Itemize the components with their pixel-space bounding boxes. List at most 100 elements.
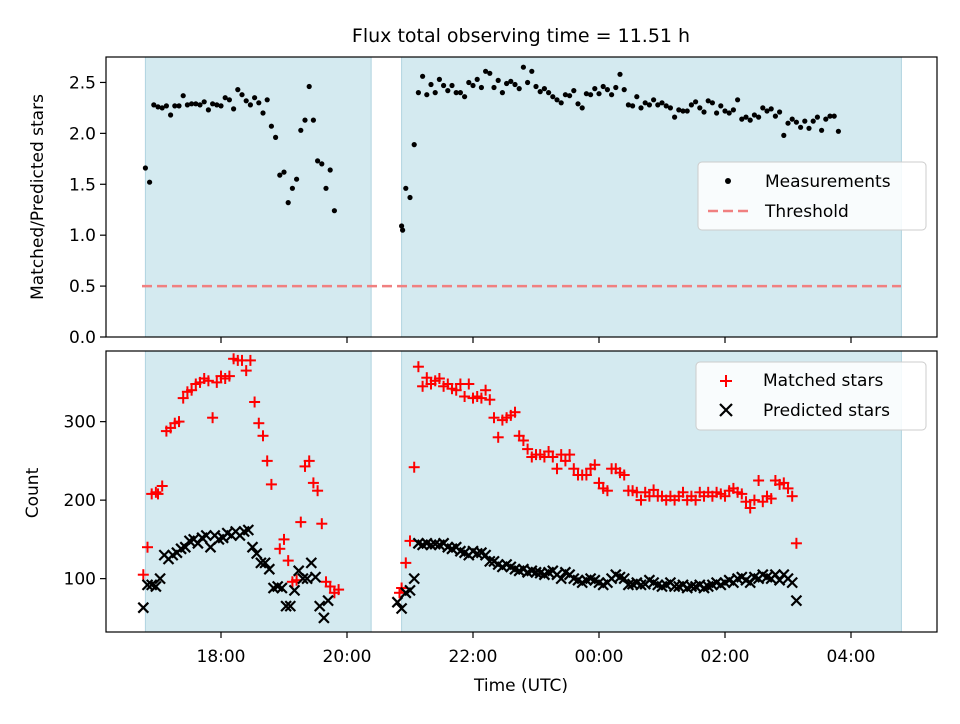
predicted-star-point [530, 566, 542, 579]
matched-star-point [253, 417, 265, 429]
matched-star-point [177, 392, 189, 404]
measurement-point [487, 70, 493, 76]
measurement-point [289, 185, 295, 191]
matched-star-point [417, 380, 429, 392]
measurement-point [243, 98, 249, 104]
measurement-point [819, 127, 825, 133]
measurement-point [525, 79, 531, 86]
legend-predicted-label: Predicted stars [763, 401, 890, 421]
measurement-point [210, 101, 216, 107]
predicted-star-point [276, 582, 288, 594]
measurement-point [252, 95, 258, 101]
measurement-point [302, 117, 308, 123]
legend-predicted-marker [719, 403, 733, 417]
matched-star-point [150, 486, 162, 498]
measurement-point [239, 92, 245, 98]
matched-star-point [295, 516, 307, 528]
matched-star-point [475, 392, 487, 404]
measurement-point [772, 113, 779, 119]
measurement-point [537, 89, 543, 95]
measurement-point [147, 179, 153, 185]
measurement-point [184, 102, 190, 108]
matched-star-point [207, 412, 219, 424]
predicted-star-point [391, 596, 404, 608]
predicted-star-point [618, 572, 630, 585]
measurement-point [562, 92, 569, 98]
measurement-point [735, 97, 741, 103]
predicted-star-point [280, 600, 292, 612]
measurement-point [273, 134, 279, 140]
measurement-point [567, 93, 573, 99]
predicted-star-point [479, 549, 492, 561]
measurement-point [705, 98, 711, 104]
matched-star-point [240, 365, 252, 377]
measurement-point [310, 117, 316, 123]
matched-star-point [589, 459, 601, 471]
measurement-point [760, 105, 766, 111]
measurement-point [802, 118, 808, 124]
matched-stars-points [137, 353, 802, 599]
predicted-star-point [555, 572, 567, 585]
matched-star-point [316, 518, 328, 530]
top-y-tick-label: 0.5 [69, 277, 96, 297]
measurement-point [281, 169, 287, 175]
measurement-point [516, 86, 522, 92]
bottom-y-tick-label: 100 [64, 570, 96, 590]
measurement-point [768, 106, 774, 112]
matched-star-point [744, 502, 756, 514]
matched-star-point [142, 541, 153, 553]
measurement-point [823, 116, 829, 122]
bottom-y-axis-label: Count [23, 467, 43, 518]
measurement-point [835, 128, 842, 134]
measurement-point [142, 165, 148, 171]
measurement-point [672, 114, 678, 120]
measurement-point [554, 97, 560, 103]
measurement-point [403, 185, 409, 191]
measurement-point [739, 116, 745, 122]
matched-star-point [782, 482, 794, 494]
matched-star-point [786, 490, 798, 502]
predicted-star-point [255, 557, 267, 569]
predicted-stars-points [137, 524, 803, 624]
top-legend: Measurements Threshold [697, 161, 927, 231]
matched-star-point [249, 396, 261, 408]
measurement-point [172, 103, 178, 109]
matched-star-point [282, 555, 294, 567]
matched-star-point [278, 533, 290, 545]
matched-star-point [480, 384, 492, 396]
predicted-star-point [404, 584, 416, 597]
bottom-plot-frame [105, 350, 938, 633]
matched-star-point [635, 494, 647, 506]
matched-star-point [492, 431, 504, 443]
measurement-point [235, 87, 241, 93]
measurement-point [827, 113, 833, 119]
matched-star-point [690, 494, 702, 506]
matched-star-point [551, 463, 563, 475]
matched-star-point [307, 477, 319, 489]
measurement-point [680, 108, 686, 114]
measurement-point [512, 81, 518, 88]
measurement-point [789, 116, 795, 122]
measurement-point [331, 208, 337, 214]
predicted-star-point [263, 563, 276, 575]
measurement-point [432, 90, 438, 96]
measurement-point [810, 118, 816, 124]
matched-star-point [488, 412, 500, 424]
measurement-point [667, 105, 674, 111]
measurement-point [319, 161, 325, 167]
top-x-axis-ticks [220, 337, 852, 343]
matched-star-point [740, 496, 752, 508]
measurement-point [642, 100, 648, 106]
measurement-point [583, 91, 590, 97]
measurement-point [231, 106, 237, 112]
matched-star-point [156, 480, 168, 492]
top-plot-frame [105, 56, 938, 338]
legend-matched-marker [720, 375, 732, 387]
predicted-star-point [284, 600, 297, 612]
bottom-y-tick-label: 300 [64, 413, 96, 433]
matched-star-point [522, 443, 534, 455]
measurement-point [609, 92, 615, 98]
measurement-point [546, 90, 552, 96]
predicted-star-point [242, 524, 255, 536]
